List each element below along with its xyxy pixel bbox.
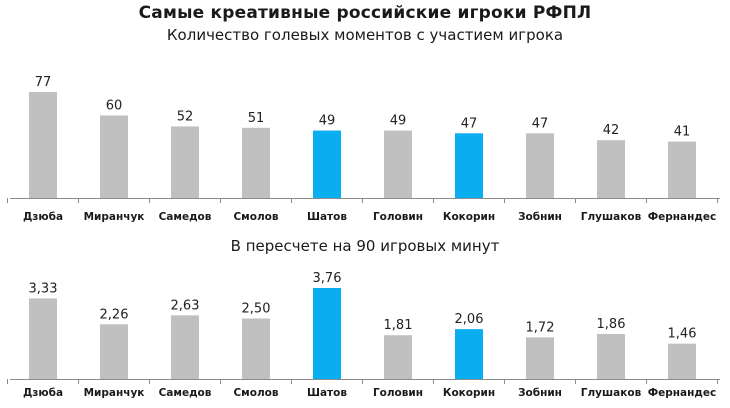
chart2-bar-4 <box>242 318 270 379</box>
chart1-category-label-3: Самедов <box>159 211 212 223</box>
chart2-category-label-1: Дзюба <box>23 387 63 399</box>
chart2-bar-2 <box>100 324 128 379</box>
chart2-bar-5 <box>313 288 341 379</box>
chart1-category-label-6: Головин <box>373 211 423 223</box>
chart1-bar-8 <box>526 133 554 198</box>
chart2-bar-8 <box>526 337 554 379</box>
chart2-category-label-10: Фернандес <box>648 387 716 399</box>
chart1-bar-1 <box>29 92 57 198</box>
chart1-value-label-4: 51 <box>248 111 265 126</box>
chart1-bar-9 <box>597 140 625 198</box>
chart2-value-label-4: 2,50 <box>242 301 271 316</box>
chart1-value-label-9: 42 <box>603 123 620 138</box>
chart1-category-label-9: Глушаков <box>581 211 642 223</box>
chart1-title: Количество голевых моментов с участием и… <box>166 26 564 44</box>
chart2-category-label-3: Самедов <box>159 387 212 399</box>
chart1-value-label-7: 47 <box>461 116 478 131</box>
chart2-title: В пересчете на 90 игровых минут <box>230 237 500 255</box>
chart2-category-label-4: Смолов <box>233 387 278 399</box>
chart2-value-label-1: 3,33 <box>29 281 58 296</box>
chart2-value-label-8: 1,72 <box>526 320 555 335</box>
chart2-category-label-6: Головин <box>373 387 423 399</box>
chart2-value-label-9: 1,86 <box>597 317 626 332</box>
chart1-category-label-2: Миранчук <box>84 211 145 223</box>
chart2-value-label-3: 2,63 <box>171 298 200 313</box>
chart1-category-label-7: Кокорин <box>443 211 495 223</box>
chart1-value-label-10: 41 <box>674 125 691 140</box>
chart2-category-label-2: Миранчук <box>84 387 145 399</box>
chart2-value-label-2: 2,26 <box>100 307 129 322</box>
chart2-bar-3 <box>171 315 199 379</box>
chart1-category-label-4: Смолов <box>233 211 278 223</box>
chart2-value-label-6: 1,81 <box>384 318 413 333</box>
chart1-category-label-8: Зобнин <box>518 211 562 223</box>
chart2-bar-7 <box>455 329 483 379</box>
chart1-category-label-5: Шатов <box>307 211 347 223</box>
chart2-category-label-9: Глушаков <box>581 387 642 399</box>
chart1-value-label-5: 49 <box>319 114 336 129</box>
chart1-value-label-1: 77 <box>35 75 52 90</box>
chart1-category-label-1: Дзюба <box>23 211 63 223</box>
chart2-bar-1 <box>29 298 57 379</box>
chart1-category-label-10: Фернандес <box>648 211 716 223</box>
chart2-value-label-10: 1,46 <box>668 327 697 342</box>
chart1-bar-5 <box>313 130 341 198</box>
chart1-value-label-2: 60 <box>106 98 123 113</box>
chart2-category-label-7: Кокорин <box>443 387 495 399</box>
chart1-bar-4 <box>242 127 270 198</box>
page-title: Самые креативные российские игроки РФПЛ <box>138 3 592 23</box>
chart1-value-label-6: 49 <box>390 114 407 129</box>
chart1-value-label-3: 52 <box>177 109 194 124</box>
chart2-bar-9 <box>597 333 625 379</box>
chart1-value-label-8: 47 <box>532 116 549 131</box>
chart2-bar-10 <box>668 343 696 379</box>
chart2-bar-6 <box>384 335 412 379</box>
chart1-bar-7 <box>455 133 483 198</box>
chart2-value-label-7: 2,06 <box>455 312 484 327</box>
chart1-bar-10 <box>668 141 696 198</box>
chart1-bar-6 <box>384 130 412 198</box>
chart2-category-label-5: Шатов <box>307 387 347 399</box>
chart2-value-label-5: 3,76 <box>313 271 342 286</box>
chart2-category-label-8: Зобнин <box>518 387 562 399</box>
chart1-bar-3 <box>171 126 199 198</box>
chart1-bar-2 <box>100 115 128 198</box>
